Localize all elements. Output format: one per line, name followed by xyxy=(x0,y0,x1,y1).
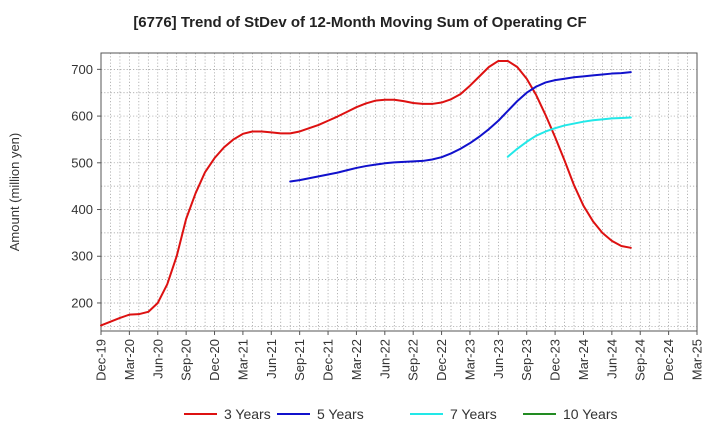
x-tick-label: Mar-22 xyxy=(349,339,364,380)
y-tick-label: 400 xyxy=(71,202,93,217)
x-tick-label: Dec-22 xyxy=(434,339,449,381)
x-tick-label: Dec-19 xyxy=(94,339,109,381)
grid-lines xyxy=(101,53,697,331)
series-lines xyxy=(100,59,632,327)
x-tick-label: Sep-21 xyxy=(292,339,307,381)
series-line-1 xyxy=(100,59,632,327)
x-tick-label: Sep-22 xyxy=(406,339,421,381)
y-axis-ticks: 200 300 400 500 600 700 xyxy=(71,62,101,310)
x-tick-label: Mar-21 xyxy=(235,339,250,380)
x-tick-label: Dec-23 xyxy=(548,339,563,381)
x-tick-label: Mar-25 xyxy=(690,339,705,380)
legend: 3 Years 5 Years 7 Years 10 Years xyxy=(184,406,618,422)
x-tick-label: Jun-23 xyxy=(491,339,506,379)
x-tick-label: Mar-24 xyxy=(576,339,591,380)
legend-label: 7 Years xyxy=(450,406,497,422)
x-tick-label: Dec-24 xyxy=(661,339,676,381)
y-tick-label: 600 xyxy=(71,109,93,124)
legend-label: 3 Years xyxy=(224,406,271,422)
x-axis-ticks: Dec-19 Mar-20 Jun-20 Sep-20 Dec-20 Mar-21 Jun-… xyxy=(94,331,705,381)
y-tick-label: 500 xyxy=(71,155,93,170)
legend-label: 10 Years xyxy=(563,406,618,422)
y-tick-label: 700 xyxy=(71,62,93,77)
x-tick-label: Sep-24 xyxy=(633,339,648,381)
chart-title: [6776] Trend of StDev of 12-Month Moving… xyxy=(133,14,587,31)
x-tick-label: Mar-23 xyxy=(462,339,477,380)
y-axis-label: Amount (million yen) xyxy=(7,133,22,252)
x-tick-label: Jun-20 xyxy=(150,339,165,379)
x-tick-label: Jun-24 xyxy=(604,339,619,379)
y-tick-label: 300 xyxy=(71,249,93,264)
plot-area-frame xyxy=(100,52,698,332)
legend-label: 5 Years xyxy=(317,406,364,422)
x-tick-label: Mar-20 xyxy=(122,339,137,380)
series-line-2 xyxy=(289,71,632,183)
x-tick-label: Jun-22 xyxy=(377,339,392,379)
x-tick-label: Dec-20 xyxy=(207,339,222,381)
series-line-3 xyxy=(506,116,632,158)
x-tick-label: Jun-21 xyxy=(264,339,279,379)
x-tick-label: Sep-23 xyxy=(519,339,534,381)
x-tick-label: Dec-21 xyxy=(321,339,336,381)
y-tick-label: 200 xyxy=(71,295,93,310)
x-tick-label: Sep-20 xyxy=(179,339,194,381)
